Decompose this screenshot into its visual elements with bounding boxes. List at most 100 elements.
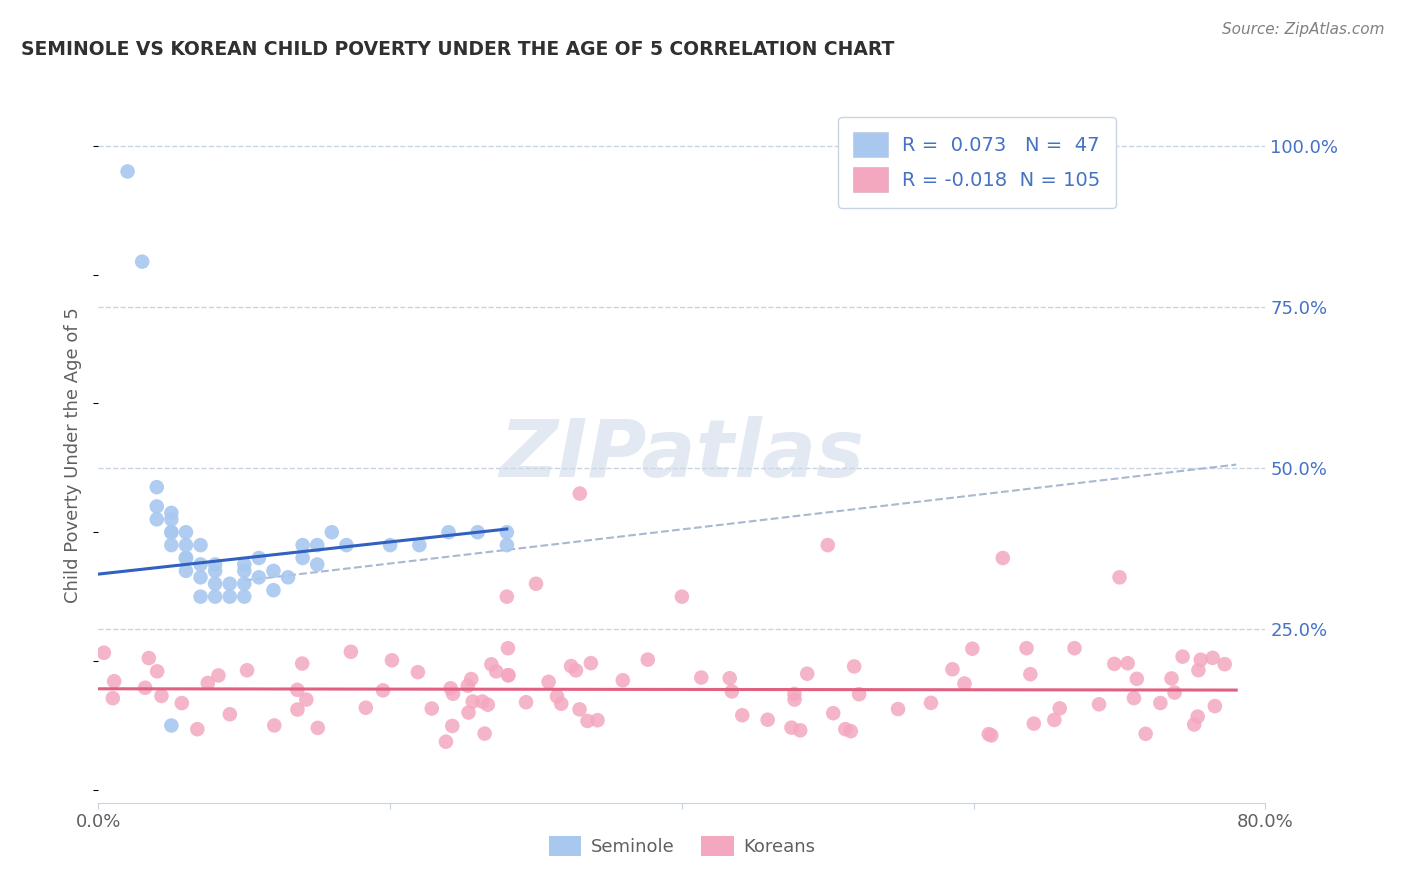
Point [263,718,285,732]
Point [160,506,183,520]
Point [204,564,226,578]
Point [1135,727,1157,741]
Point [233,564,256,578]
Point [920,696,942,710]
Point [174,564,197,578]
Point [371,683,394,698]
Point [796,666,818,681]
Point [1088,698,1111,712]
Point [718,671,741,685]
Point [991,551,1014,566]
Point [496,668,519,682]
Point [408,538,430,552]
Point [485,665,508,679]
Point [783,687,806,701]
Point [174,525,197,540]
Point [262,564,284,578]
Point [307,558,329,572]
Point [204,590,226,604]
Y-axis label: Child Poverty Under the Age of 5: Child Poverty Under the Age of 5 [65,307,83,603]
Point [1163,685,1185,699]
Point [1015,641,1038,656]
Point [839,724,862,739]
Point [479,657,502,672]
Point [1149,696,1171,710]
Point [721,684,744,698]
Point [207,668,229,682]
Point [457,706,479,720]
Point [101,691,124,706]
Point [160,512,183,526]
Point [434,735,457,749]
Point [1182,717,1205,731]
Point [817,538,839,552]
Point [977,727,1000,741]
Point [236,663,259,677]
Point [262,583,284,598]
Point [441,719,464,733]
Point [437,525,460,540]
Point [204,558,226,572]
Point [834,722,856,736]
Point [420,701,443,715]
Point [460,672,482,686]
Point [1126,672,1149,686]
Point [461,695,484,709]
Point [233,576,256,591]
Point [174,538,197,552]
Point [496,525,519,540]
Point [1171,649,1194,664]
Point [190,570,212,584]
Point [218,576,240,591]
Point [565,664,588,678]
Point [496,641,519,656]
Point [586,713,609,727]
Point [1019,667,1042,681]
Legend: Seminole, Koreans: Seminole, Koreans [541,829,823,863]
Point [962,641,984,656]
Point [335,538,357,552]
Point [477,698,499,712]
Point [174,551,197,566]
Point [560,659,582,673]
Point [190,538,212,552]
Point [1187,663,1209,677]
Point [287,702,309,716]
Point [291,657,314,671]
Point [1123,691,1146,706]
Point [291,551,314,566]
Point [146,500,169,514]
Point [117,164,139,178]
Point [146,480,169,494]
Point [160,718,183,732]
Point [160,538,183,552]
Point [190,558,212,572]
Point [823,706,845,721]
Point [848,687,870,701]
Point [160,525,183,540]
Point [103,674,125,689]
Point [496,590,519,604]
Point [1063,641,1085,656]
Point [887,702,910,716]
Point [579,656,602,670]
Point [233,558,256,572]
Point [1160,672,1182,686]
Point [537,674,560,689]
Point [1213,657,1236,672]
Point [471,695,494,709]
Point [1108,570,1130,584]
Point [285,682,308,697]
Point [295,692,318,706]
Point [321,525,343,540]
Point [190,590,212,604]
Point [186,722,208,736]
Point [637,652,659,666]
Point [568,702,591,716]
Point [307,538,329,552]
Point [671,590,693,604]
Point [1187,709,1209,723]
Text: Source: ZipAtlas.com: Source: ZipAtlas.com [1222,22,1385,37]
Point [197,676,219,690]
Point [457,679,479,693]
